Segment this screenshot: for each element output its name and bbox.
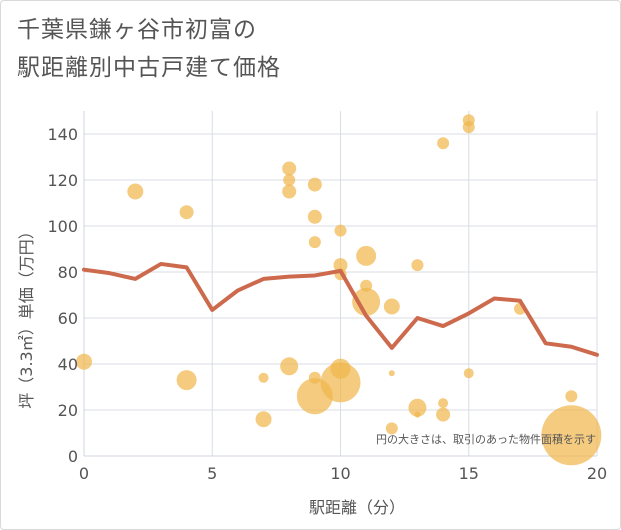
bubble-point-0 (76, 353, 92, 370)
bubble-point-11 (307, 209, 322, 224)
y-tick-label-80: 80 (58, 263, 78, 282)
bubble-point-1 (127, 183, 144, 200)
bubble-point-12 (308, 236, 321, 249)
bubble-point-28 (414, 411, 421, 418)
average-line-layer (82, 261, 599, 357)
bubble-layer (76, 114, 602, 466)
bubble-point-20 (356, 245, 377, 266)
bubble-point-34 (463, 368, 474, 379)
bubble-point-2 (179, 205, 194, 220)
x-axis-title: 駅距離（分） (309, 498, 405, 517)
y-tick-label-100: 100 (47, 217, 78, 236)
bubble-point-8 (282, 184, 297, 199)
bubble-point-26 (411, 259, 424, 272)
bubble-point-6 (282, 161, 297, 176)
x-tick-label-20: 20 (587, 464, 607, 483)
bubble-point-29 (437, 137, 450, 150)
bubble-point-19 (320, 362, 361, 403)
bubble-point-33 (462, 121, 475, 134)
bubble-point-30 (438, 398, 449, 409)
x-tick-label-5: 5 (207, 464, 217, 483)
y-tick-label-60: 60 (58, 309, 78, 328)
grid (83, 111, 598, 457)
bubble-point-31 (436, 407, 451, 422)
x-tick-label-15: 15 (459, 464, 479, 483)
y-tick-label-140: 140 (47, 125, 78, 144)
bubble-point-27 (408, 398, 427, 417)
bubble-point-24 (388, 370, 395, 377)
y-tick-label-120: 120 (47, 171, 78, 190)
bubble-point-5 (255, 411, 272, 428)
chart-title-line1: 千葉県鎌ヶ谷市初富の (17, 17, 257, 43)
bubble-point-23 (383, 298, 400, 315)
bubble-point-15 (334, 224, 347, 237)
x-tick-label-0: 0 (79, 464, 89, 483)
bubble-point-3 (176, 370, 197, 391)
y-tick-label-0: 0 (68, 447, 78, 466)
y-axis-title: 坪（3.3㎡）単価（万円） (17, 223, 36, 408)
average-price-line (82, 261, 599, 357)
bubble-point-36 (565, 390, 578, 403)
y-tick-label-40: 40 (58, 355, 78, 374)
bubble-point-7 (283, 174, 296, 186)
chart-title-line2: 駅距離別中古戸建て価格 (17, 55, 281, 81)
bubble-point-16 (333, 258, 348, 273)
bubble-point-25 (385, 422, 398, 435)
tick-labels: 0 20 40 60 80 100 120 140 0 5 10 15 20 (47, 125, 607, 483)
bubble-point-37 (541, 405, 602, 466)
bubble-point-9 (280, 357, 299, 376)
bubble-point-10 (307, 177, 322, 192)
y-tick-label-20: 20 (58, 401, 78, 420)
x-tick-label-10: 10 (330, 464, 350, 483)
bubble-point-22 (352, 287, 381, 316)
bubble-point-4 (258, 372, 269, 383)
size-note: 円の大きさは、取引のあった物件面積を示す (376, 432, 596, 446)
